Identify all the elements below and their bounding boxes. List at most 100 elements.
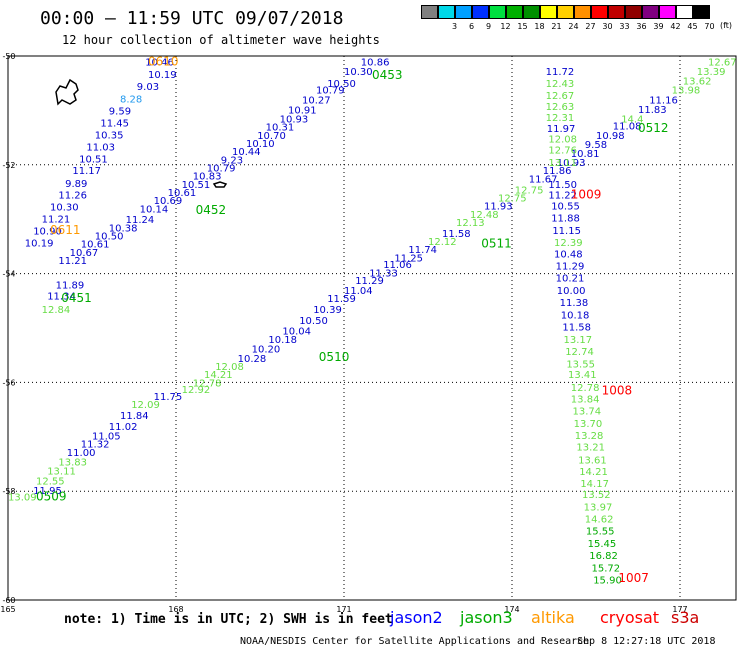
data-point-label: 10.67 xyxy=(70,248,99,259)
data-point-label: 10.90 xyxy=(33,227,62,238)
color-scale-bin: 21 xyxy=(539,5,562,31)
color-scale-label: 30 xyxy=(602,22,613,31)
data-point-label: 9.03 xyxy=(137,82,159,93)
data-point-label: 11.05 xyxy=(92,432,121,443)
color-scale-bin: 6 xyxy=(454,5,474,31)
data-point-label: 11.58 xyxy=(562,322,591,333)
color-swatch xyxy=(454,5,472,19)
data-point-label: 12.09 xyxy=(131,400,160,411)
data-point-label: 10.51 xyxy=(79,154,108,165)
y-tick-label: -52 xyxy=(2,161,15,170)
data-point-label: 11.02 xyxy=(109,422,138,433)
pass-time-label: 1007 xyxy=(618,571,649,585)
pass-time-label: 0511 xyxy=(481,237,512,251)
data-point-label: 11.24 xyxy=(126,215,155,226)
data-point-label: 11.04 xyxy=(344,286,373,297)
color-scale-label: 21 xyxy=(551,22,562,31)
color-scale-label: 15 xyxy=(517,22,528,31)
data-point-label: 10.98 xyxy=(596,131,625,142)
color-scale-unit: (ft) xyxy=(720,21,733,30)
color-scale-label: 39 xyxy=(653,22,664,31)
chart-subtitle: 12 hour collection of altimeter wave hei… xyxy=(62,33,380,47)
data-point-label: 13.52 xyxy=(582,490,611,501)
data-point-label: 10.44 xyxy=(232,147,261,158)
color-swatch xyxy=(658,5,676,19)
data-point-label: 10.70 xyxy=(257,131,286,142)
data-point-label: 11.72 xyxy=(546,67,575,78)
color-scale-label: 70 xyxy=(704,22,715,31)
data-point-label: 10.61 xyxy=(81,240,110,251)
data-point-label: 12.48 xyxy=(470,210,499,221)
pass-time-label: 0510 xyxy=(319,350,350,364)
data-point-label: 11.15 xyxy=(552,226,581,237)
data-point-label: 10.48 xyxy=(554,249,583,260)
x-tick-label: 165 xyxy=(0,605,15,614)
footer-note: note: 1) Time is in UTC; 2) SWH is in fe… xyxy=(64,612,393,627)
plot-frame xyxy=(7,55,737,601)
x-tick-label: 174 xyxy=(504,605,519,614)
color-swatch xyxy=(505,5,523,19)
y-tick-label: -56 xyxy=(2,378,15,387)
data-point-label: 13.41 xyxy=(568,370,597,381)
color-swatch xyxy=(539,5,557,19)
y-tick-label: -50 xyxy=(2,52,15,61)
color-scale-label: 42 xyxy=(670,22,681,31)
color-swatch xyxy=(624,5,642,19)
color-swatch xyxy=(641,5,659,19)
color-scale-bin: 12 xyxy=(488,5,511,31)
color-swatch xyxy=(420,5,438,19)
data-point-label: 11.06 xyxy=(383,260,412,271)
data-point-label: 12.92 xyxy=(182,385,211,396)
data-point-label: 10.93 xyxy=(557,158,586,169)
data-point-label: 13.97 xyxy=(584,502,613,513)
color-scale-bin: 18 xyxy=(522,5,545,31)
data-point-label: 11.74 xyxy=(408,245,437,256)
data-point-label: 11.33 xyxy=(369,269,398,280)
data-point-label: 10.28 xyxy=(238,354,267,365)
color-scale-bin: 15 xyxy=(505,5,528,31)
color-swatch xyxy=(573,5,591,19)
color-scale-bin: 45 xyxy=(675,5,698,31)
data-point-label: 10.83 xyxy=(193,172,222,183)
data-point-label: 10.31 xyxy=(266,123,295,134)
data-point-label: 10.19 xyxy=(25,239,54,250)
color-scale-legend: 3 6 9 12 15 18 21 24 27 30 33 36 39 42 45 70 xyxy=(420,5,715,31)
data-point-label: 12.75 xyxy=(498,193,527,204)
data-point-label: 11.97 xyxy=(547,124,576,135)
data-point-label: 11.26 xyxy=(58,191,87,202)
data-point-label: 11.00 xyxy=(67,448,96,459)
data-point-label: 11.22 xyxy=(548,191,577,202)
data-point-label: 15.90 xyxy=(593,575,622,586)
color-swatch xyxy=(488,5,506,19)
data-point-label: 12.75 xyxy=(515,185,544,196)
pass-time-label: 0610 xyxy=(148,54,179,68)
data-point-label: 14.21 xyxy=(579,467,608,478)
data-point-label: 12.08 xyxy=(215,362,244,373)
data-point-label: 12.31 xyxy=(546,113,575,124)
legend-cryosat: cryosat xyxy=(600,608,660,627)
y-tick-label: -58 xyxy=(2,487,15,496)
chart-title: 00:00 – 11:59 UTC 09/07/2018 xyxy=(40,8,344,29)
data-point-label: 15.72 xyxy=(592,563,621,574)
color-scale-label: 36 xyxy=(636,22,647,31)
color-swatch xyxy=(556,5,574,19)
pass-time-label: 0512 xyxy=(638,121,669,135)
data-point-label: 9.58 xyxy=(585,140,607,151)
data-point-label: 14.17 xyxy=(580,479,609,490)
data-point-label: 13.70 xyxy=(574,419,603,430)
pass-time-label: 1009 xyxy=(571,188,602,202)
data-point-label: 9.59 xyxy=(109,106,131,117)
data-point-label: 12.76 xyxy=(548,146,577,157)
data-point-label: 11.50 xyxy=(548,180,577,191)
color-swatch xyxy=(437,5,455,19)
pass-time-label: 1008 xyxy=(602,384,633,398)
data-point-label: 10.30 xyxy=(344,67,373,78)
data-point-label: 12.08 xyxy=(548,135,577,146)
island-shape xyxy=(55,78,79,106)
color-scale-label: 24 xyxy=(568,22,579,31)
color-scale-label: 45 xyxy=(687,22,698,31)
data-point-label: 13.55 xyxy=(566,359,595,370)
legend-jason2: jason2 xyxy=(390,608,443,627)
data-point-label: 11.03 xyxy=(86,142,115,153)
